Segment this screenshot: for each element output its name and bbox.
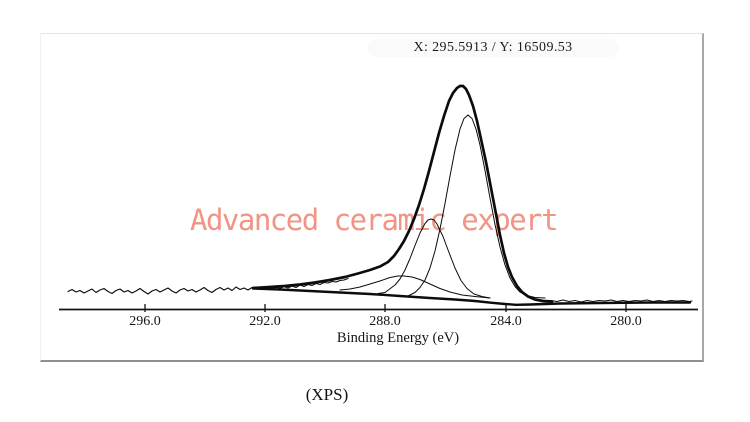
- x-tick-label: 296.0: [129, 314, 161, 329]
- curve-baseline: [251, 287, 692, 306]
- spectrum-panel[interactable]: [40, 33, 704, 362]
- cursor-readout: X: 295.5913 / Y: 16509.53: [413, 40, 573, 55]
- x-tick-labels: 296.0 292.0 288.0 284.0 280.0: [0, 314, 750, 334]
- x-tick-label: 292.0: [249, 314, 281, 329]
- curve-envelope-fit: [251, 84, 554, 303]
- x-axis-title: Binding Energy (eV): [336, 330, 460, 346]
- curve-component-3: [339, 275, 491, 299]
- curve-raw-noise-tail: [544, 299, 693, 303]
- x-tick-label: 288.0: [369, 314, 401, 329]
- curve-component-main: [407, 114, 546, 299]
- x-tick-label: 284.0: [490, 314, 522, 329]
- figure-caption: (XPS): [305, 385, 349, 404]
- x-tick-label: 280.0: [610, 314, 642, 329]
